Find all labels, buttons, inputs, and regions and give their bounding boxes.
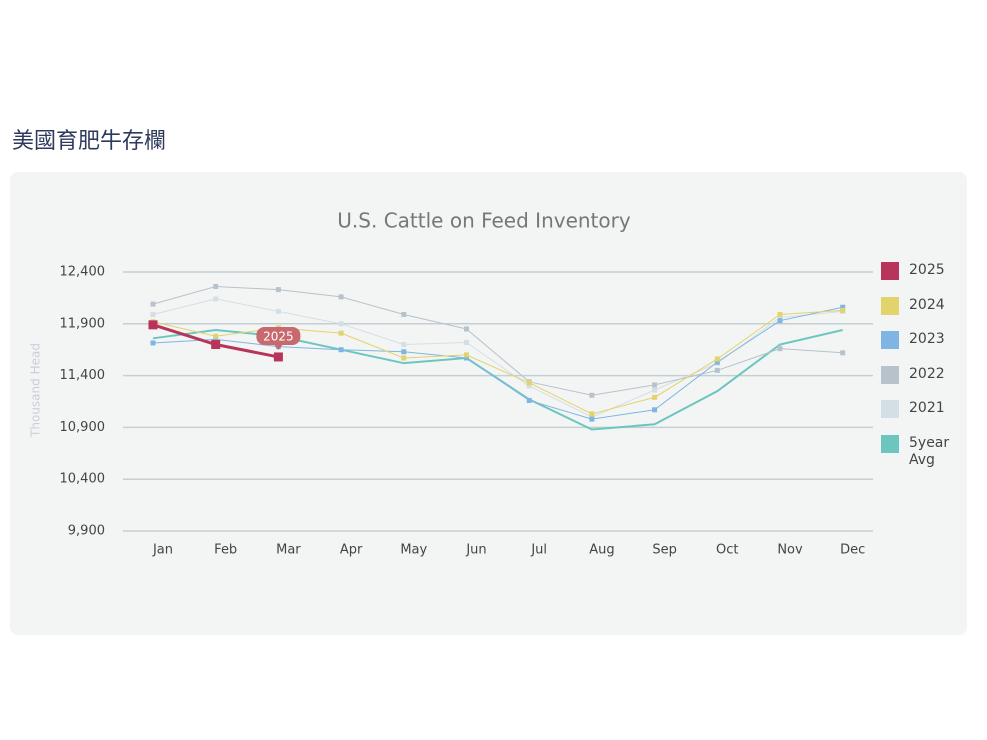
point <box>652 382 658 388</box>
point <box>401 355 407 361</box>
point <box>840 350 846 356</box>
legend-swatch <box>881 400 899 419</box>
point <box>589 411 595 417</box>
point <box>150 311 156 317</box>
point <box>273 352 283 362</box>
legend-label: 2025 <box>909 262 945 278</box>
point <box>213 336 219 342</box>
x-tick-label: Sep <box>652 543 677 558</box>
x-tick-label: Mar <box>276 543 301 558</box>
legend-item: 2022 <box>881 365 971 401</box>
point <box>464 355 469 361</box>
annotation: 2025 <box>263 329 294 343</box>
legend-item: 5year Avg <box>881 434 971 470</box>
legend: 2025 2024 2023 2022 2021 5year Avg <box>881 262 971 470</box>
point <box>840 304 846 310</box>
point <box>150 340 156 346</box>
series-line <box>152 306 843 420</box>
point <box>213 296 219 302</box>
x-tick-label: Feb <box>214 543 237 558</box>
point <box>213 333 219 339</box>
point <box>338 347 344 353</box>
point <box>526 397 532 403</box>
point <box>401 342 407 348</box>
point <box>148 320 158 330</box>
legend-label: 2024 <box>909 296 945 313</box>
legend-item: 2021 <box>881 400 971 435</box>
point <box>150 301 156 307</box>
legend-label: 2021 <box>909 400 945 417</box>
x-tick-label: Jan <box>152 543 173 558</box>
point <box>652 407 658 413</box>
point <box>714 356 720 362</box>
y-tick-label: 12,400 <box>60 265 106 280</box>
point <box>589 416 595 422</box>
legend-item: 2025 <box>881 262 971 297</box>
y-tick-label: 10,400 <box>60 472 106 487</box>
legend-item: 2024 <box>881 296 971 332</box>
chart-title: U.S. Cattle on Feed Inventory <box>337 209 631 233</box>
point <box>338 321 344 327</box>
page-heading: 美國育肥牛存欄 <box>12 129 167 154</box>
x-tick-label: May <box>400 543 427 558</box>
series-line <box>152 286 843 396</box>
point <box>714 367 720 373</box>
legend-swatch <box>881 262 899 280</box>
point <box>840 307 846 313</box>
x-tick-label: Nov <box>777 543 803 558</box>
y-tick-label: 10,900 <box>60 420 106 435</box>
point <box>652 387 658 393</box>
point <box>714 359 720 365</box>
point <box>275 287 281 293</box>
y-tick-label: 11,900 <box>60 316 106 331</box>
point <box>777 311 783 317</box>
annotation-box <box>256 326 301 345</box>
point <box>464 326 469 332</box>
point <box>777 346 783 352</box>
y-tick-label: 9,900 <box>68 524 105 539</box>
legend-label: 2023 <box>909 331 945 348</box>
legend-item: 2023 <box>881 331 971 366</box>
point <box>777 318 783 324</box>
x-tick-label: Jul <box>530 543 547 558</box>
point <box>401 311 407 317</box>
series-line <box>152 298 843 418</box>
point <box>275 308 281 314</box>
point <box>777 315 783 321</box>
y-axis-label: Thousand Head <box>29 343 43 438</box>
legend-swatch <box>881 331 899 350</box>
legend-label: 5year Avg <box>909 434 950 468</box>
legend-label: 2022 <box>909 365 945 382</box>
series-line <box>152 309 843 415</box>
x-tick-label: Dec <box>840 543 865 558</box>
point <box>338 330 344 336</box>
point <box>401 349 407 355</box>
legend-swatch <box>881 434 899 453</box>
point <box>526 383 532 389</box>
point <box>652 394 658 400</box>
point <box>338 294 344 300</box>
point <box>211 340 221 350</box>
x-tick-label: Apr <box>340 543 363 558</box>
legend-swatch <box>881 296 899 315</box>
y-tick-label: 11,400 <box>60 368 106 383</box>
x-tick-label: Oct <box>716 543 738 558</box>
annotation-pointer <box>274 344 283 350</box>
point <box>213 284 219 290</box>
chart-card <box>10 172 967 635</box>
point <box>464 352 469 358</box>
x-tick-label: Jun <box>465 543 486 558</box>
point <box>526 380 532 386</box>
x-tick-label: Aug <box>589 543 614 558</box>
legend-swatch <box>881 365 899 384</box>
point <box>464 339 469 345</box>
point <box>589 392 595 398</box>
